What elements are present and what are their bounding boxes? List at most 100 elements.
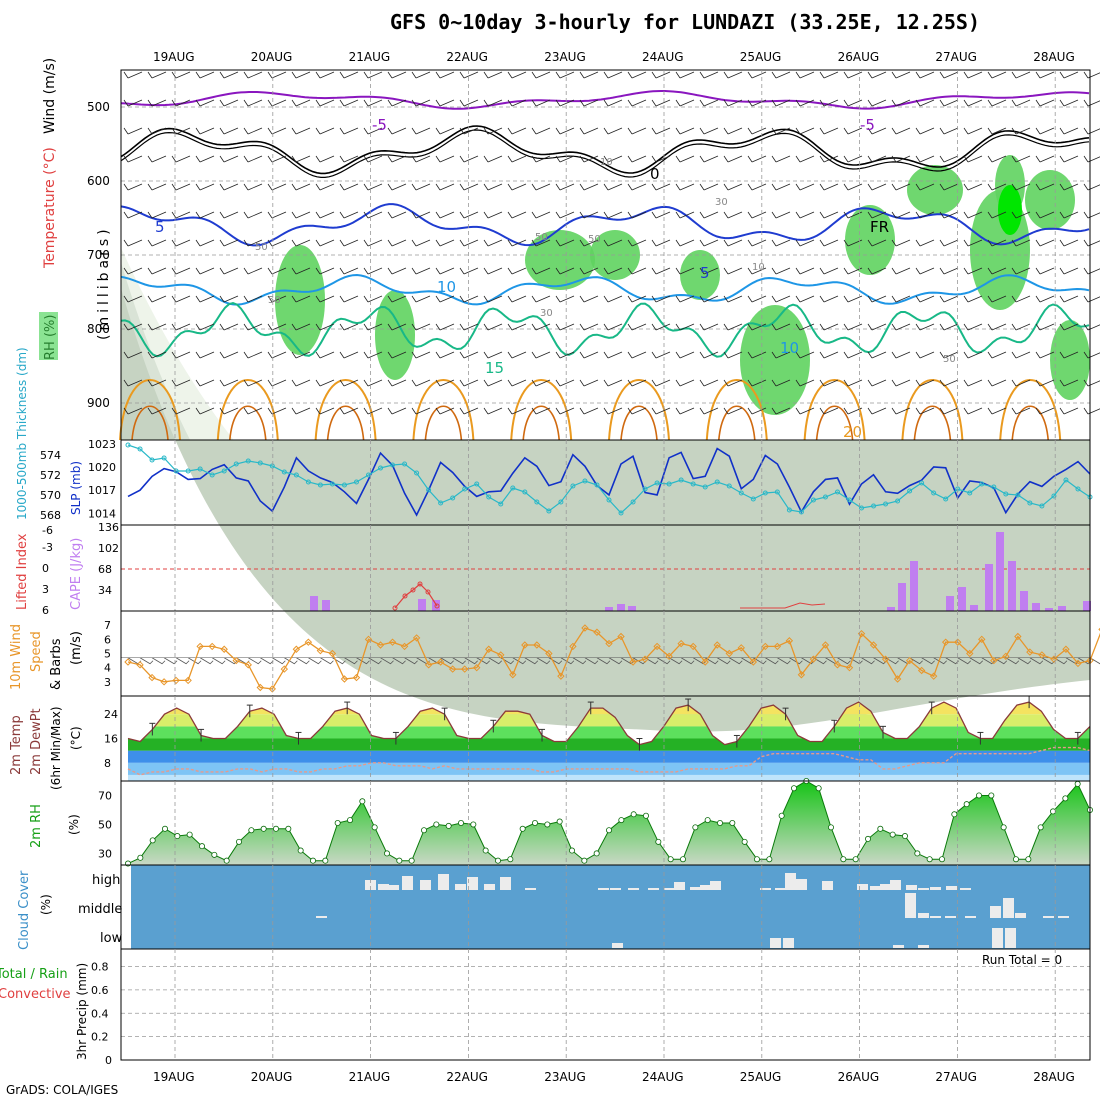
wind-barb: [579, 99, 599, 107]
wind-barb: [675, 99, 695, 107]
rh-point: [1013, 856, 1020, 863]
wind-barb: [459, 407, 479, 415]
wind-barb: [507, 351, 527, 359]
wind-barb: [627, 379, 647, 387]
thickness-point: [149, 457, 155, 463]
li-line: [394, 583, 438, 609]
thickness-point: [390, 462, 396, 468]
temp-contour-25: [326, 405, 365, 441]
wind-barb: [939, 211, 959, 219]
wind-barb: [771, 155, 791, 163]
wind-barb: [819, 379, 839, 387]
wind-barb: [867, 155, 887, 163]
chart-title: GFS 0~10day 3-hourly for LUNDAZI (33.25E…: [390, 10, 981, 34]
wind-barb: [1059, 295, 1079, 303]
temp-axis-label: 2m Temp: [9, 715, 24, 775]
rh-point: [630, 811, 637, 818]
wind-barb: [248, 657, 262, 665]
cloud-high-bar: [610, 888, 621, 890]
rh-point: [914, 850, 921, 857]
rh-point: [606, 827, 613, 834]
slp-panel: 1014 1017 1020 1023 568 570 572 574 1000-500mb T…: [15, 347, 1093, 522]
wind-barb: [435, 379, 455, 387]
wind-barb: [1029, 657, 1044, 665]
thickness-point: [678, 477, 684, 483]
wind-barb: [315, 351, 335, 359]
wind-barb: [603, 99, 623, 107]
wind-barb: [921, 657, 935, 665]
wind-barb: [915, 323, 935, 331]
wind-barb: [483, 99, 503, 107]
wind-barb: [572, 657, 587, 665]
wind-barb: [987, 295, 1007, 303]
wind-tick-label: 4: [104, 662, 111, 675]
wind-barb: [867, 379, 887, 387]
thickness-point: [450, 495, 456, 501]
thickness-point: [1075, 486, 1081, 492]
panel-frame: [120, 948, 1091, 1061]
wind-barb: [579, 295, 599, 303]
wind-barb: [243, 183, 263, 191]
thickness-point: [498, 501, 504, 507]
rh-tick-label: 30: [98, 847, 112, 860]
wind-barb: [507, 323, 527, 331]
rh-point: [457, 820, 464, 827]
wind-barb: [291, 267, 311, 275]
wind-barb: [596, 657, 611, 665]
wind-barb: [675, 351, 695, 359]
wind-barb: [795, 351, 815, 359]
wind-barb: [771, 379, 791, 387]
wind-barb: [819, 351, 839, 359]
temp-contour-20: [705, 379, 768, 441]
wind-barb: [651, 211, 671, 219]
li-point: [410, 587, 416, 593]
wind-barb: [915, 239, 935, 247]
wind-speed-point: [521, 641, 529, 649]
temp-band: [128, 726, 1090, 739]
wind-speed-point: [352, 673, 361, 682]
thickness-point: [786, 507, 792, 513]
wind-barb: [675, 379, 695, 387]
wind-barb: [819, 407, 839, 415]
rh-point: [667, 856, 674, 863]
wind-barb: [531, 71, 551, 79]
wind-speed-point: [256, 683, 264, 692]
wind-barb: [195, 239, 215, 247]
rh-point: [359, 798, 366, 805]
wind-barb: [651, 155, 671, 163]
wind-speed-point: [677, 639, 685, 648]
rh-point: [198, 843, 205, 850]
wind-speed-point: [1002, 652, 1010, 661]
wind-speed-point: [737, 644, 745, 652]
wind-barb: [483, 127, 503, 135]
thickness-point: [1039, 503, 1045, 509]
wind-barb: [699, 407, 719, 415]
wind-speed-point: [617, 632, 625, 641]
wind-barb: [680, 657, 695, 665]
wind-speed-point: [448, 665, 457, 673]
rh-point: [951, 811, 958, 818]
wind-barb: [123, 71, 143, 79]
wind-barb: [555, 323, 575, 331]
wind-speed-point: [148, 673, 156, 682]
temp-contour-25: [718, 405, 756, 441]
wind-barb: [195, 99, 215, 107]
thickness-point: [834, 489, 840, 495]
wind-barb: [459, 351, 479, 359]
wind-barb: [195, 323, 215, 331]
wind-speed-line: [127, 627, 1100, 690]
cape-label-wrap: CAPE (J/kg): [69, 538, 84, 610]
rh-shade-dark: [121, 288, 1090, 732]
wind-barb: [579, 183, 599, 191]
wind-barb: [123, 183, 143, 191]
wind-barb: [291, 239, 311, 247]
wind-barb: [765, 657, 779, 665]
rh-point: [593, 850, 600, 857]
thickness-point: [726, 483, 732, 489]
wind-barb: [219, 99, 239, 107]
wind-barb: [291, 183, 311, 191]
wind-barb: [387, 407, 407, 415]
rh-point: [445, 822, 452, 829]
wind-barb: [603, 295, 623, 303]
wind-barb: [243, 239, 263, 247]
